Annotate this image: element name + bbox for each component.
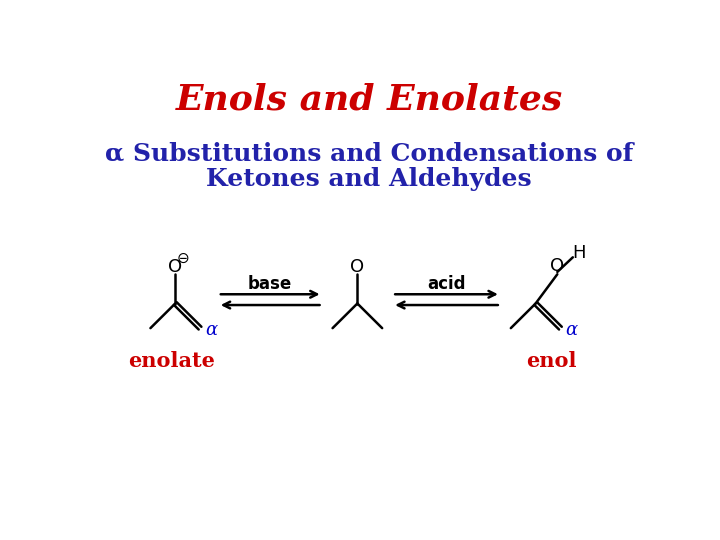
Text: acid: acid — [427, 275, 466, 293]
Text: α: α — [565, 321, 577, 339]
Text: O: O — [550, 256, 564, 275]
Text: ⊖: ⊖ — [176, 251, 189, 266]
Text: H: H — [572, 244, 586, 262]
Text: enol: enol — [526, 351, 577, 372]
Text: Ketones and Aldehydes: Ketones and Aldehydes — [206, 167, 532, 191]
Text: O: O — [168, 258, 182, 275]
Text: enolate: enolate — [128, 351, 215, 372]
Text: O: O — [351, 258, 364, 275]
Text: Enols and Enolates: Enols and Enolates — [176, 83, 562, 117]
Text: α Substitutions and Condensations of: α Substitutions and Condensations of — [105, 141, 633, 165]
Text: base: base — [248, 275, 292, 293]
Text: α: α — [204, 321, 217, 339]
